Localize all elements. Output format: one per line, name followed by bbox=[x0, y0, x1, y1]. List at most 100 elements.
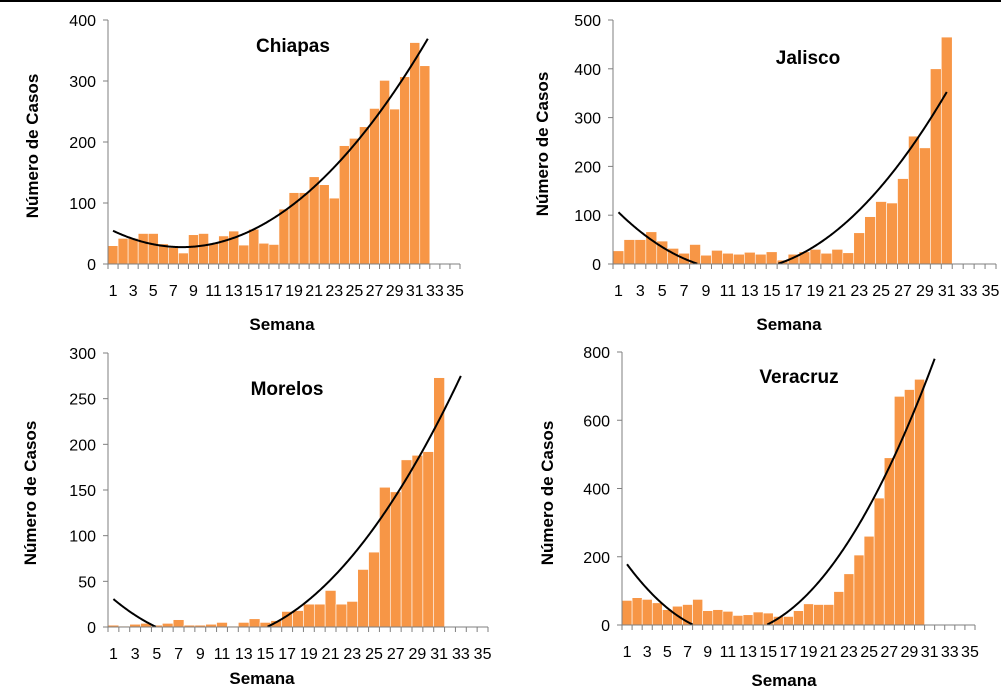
bar bbox=[168, 247, 179, 265]
x-tick-label: 1 bbox=[109, 283, 118, 300]
bar bbox=[809, 249, 822, 265]
bar bbox=[823, 604, 835, 626]
bar bbox=[198, 233, 209, 265]
y-tick-label: 300 bbox=[69, 74, 96, 91]
y-tick-label: 200 bbox=[574, 159, 601, 176]
bar bbox=[631, 597, 643, 626]
y-tick-label: 0 bbox=[592, 257, 601, 274]
x-tick-label: 15 bbox=[763, 283, 781, 300]
x-tick-label: 33 bbox=[960, 283, 978, 300]
bar bbox=[897, 178, 909, 265]
x-tick-label: 5 bbox=[152, 646, 161, 663]
x-axis-label: Semana bbox=[756, 315, 822, 334]
bar bbox=[419, 65, 431, 265]
bar bbox=[238, 244, 250, 265]
chart-panel-jalisco: Jalisco Número de Casos Semana 0 100 200 30… bbox=[533, 13, 1000, 334]
x-tick-label: 21 bbox=[820, 644, 838, 661]
y-axis-label: Número de Casos bbox=[533, 72, 552, 217]
x-tick-label: 17 bbox=[278, 646, 296, 663]
top-border-line bbox=[0, 0, 1001, 2]
bar bbox=[389, 108, 400, 265]
bar bbox=[744, 251, 756, 265]
x-tick-label: 29 bbox=[916, 283, 934, 300]
x-tick-label: 7 bbox=[680, 283, 689, 300]
x-tick-label: 11 bbox=[720, 644, 737, 661]
bar bbox=[359, 126, 370, 265]
x-tick-label: 13 bbox=[741, 283, 759, 300]
x-tick-label: 25 bbox=[860, 644, 878, 661]
x-tick-label: 5 bbox=[658, 283, 667, 300]
y-tick-label: 0 bbox=[87, 257, 96, 274]
x-tick-label: 23 bbox=[850, 283, 868, 300]
x-tick-label: 21 bbox=[828, 283, 846, 300]
y-tick-label: 300 bbox=[574, 111, 601, 128]
bar bbox=[908, 135, 920, 265]
bar bbox=[904, 389, 915, 626]
bar bbox=[813, 604, 825, 626]
y-tick-label: 150 bbox=[69, 483, 96, 500]
bar bbox=[137, 233, 149, 265]
y-tick-label: 100 bbox=[69, 196, 96, 213]
bar bbox=[612, 250, 625, 265]
x-tick-label: 23 bbox=[840, 644, 858, 661]
x-tick-label: 13 bbox=[235, 646, 253, 663]
bar bbox=[369, 108, 380, 265]
chart-title: Chiapas bbox=[256, 36, 330, 57]
x-tick-label: 19 bbox=[285, 283, 303, 300]
bar bbox=[188, 234, 199, 265]
x-tick-label: 33 bbox=[426, 283, 444, 300]
bar bbox=[127, 238, 139, 265]
bar bbox=[292, 610, 304, 628]
bar bbox=[368, 551, 380, 628]
y-tick-label: 300 bbox=[69, 346, 96, 363]
bar bbox=[883, 457, 895, 626]
x-tick-label: 25 bbox=[346, 283, 364, 300]
bar bbox=[389, 491, 402, 628]
bar bbox=[732, 615, 744, 626]
x-tick-label: 3 bbox=[636, 283, 645, 300]
y-tick-label: 100 bbox=[574, 208, 601, 225]
y-axis-label: Número de Casos bbox=[23, 74, 42, 219]
chart-panel-morelos: Morelos Número de Casos Semana 0 50 100 150… bbox=[21, 346, 492, 687]
bar bbox=[346, 601, 359, 628]
x-tick-label: 9 bbox=[702, 283, 711, 300]
x-tick-label: 5 bbox=[149, 283, 158, 300]
bar bbox=[702, 610, 714, 626]
chart-title: Jalisco bbox=[776, 48, 840, 69]
x-tick-label: 15 bbox=[257, 646, 275, 663]
bar bbox=[700, 254, 712, 265]
y-tick-label: 800 bbox=[583, 345, 610, 362]
x-tick-label: 21 bbox=[305, 283, 323, 300]
y-tick-label: 0 bbox=[87, 620, 96, 637]
chart-title: Veracruz bbox=[759, 367, 838, 388]
bar bbox=[733, 253, 745, 265]
trend-line bbox=[626, 358, 936, 626]
x-tick-label: 17 bbox=[780, 644, 798, 661]
bar bbox=[399, 76, 411, 265]
bar bbox=[411, 454, 424, 628]
bar bbox=[278, 208, 290, 265]
x-tick-label: 7 bbox=[174, 646, 183, 663]
bar bbox=[208, 242, 219, 265]
x-tick-label: 27 bbox=[366, 283, 384, 300]
y-tick-label: 400 bbox=[583, 482, 610, 499]
x-tick-label: 31 bbox=[938, 283, 956, 300]
bar bbox=[803, 603, 814, 626]
bar bbox=[754, 253, 767, 265]
x-tick-label: 1 bbox=[614, 283, 623, 300]
bar bbox=[842, 252, 855, 265]
y-tick-label: 600 bbox=[583, 413, 610, 430]
bar bbox=[634, 239, 647, 265]
y-tick-label: 50 bbox=[78, 574, 96, 591]
trend-line bbox=[112, 38, 429, 249]
x-tick-label: 27 bbox=[894, 283, 912, 300]
x-tick-label: 9 bbox=[703, 644, 712, 661]
y-tick-label: 200 bbox=[69, 437, 96, 454]
x-tick-label: 11 bbox=[214, 646, 231, 663]
bar bbox=[940, 36, 953, 265]
bar bbox=[919, 147, 931, 265]
bar bbox=[886, 202, 898, 265]
bar bbox=[930, 68, 942, 265]
bar bbox=[298, 192, 310, 265]
x-tick-label: 33 bbox=[941, 644, 959, 661]
